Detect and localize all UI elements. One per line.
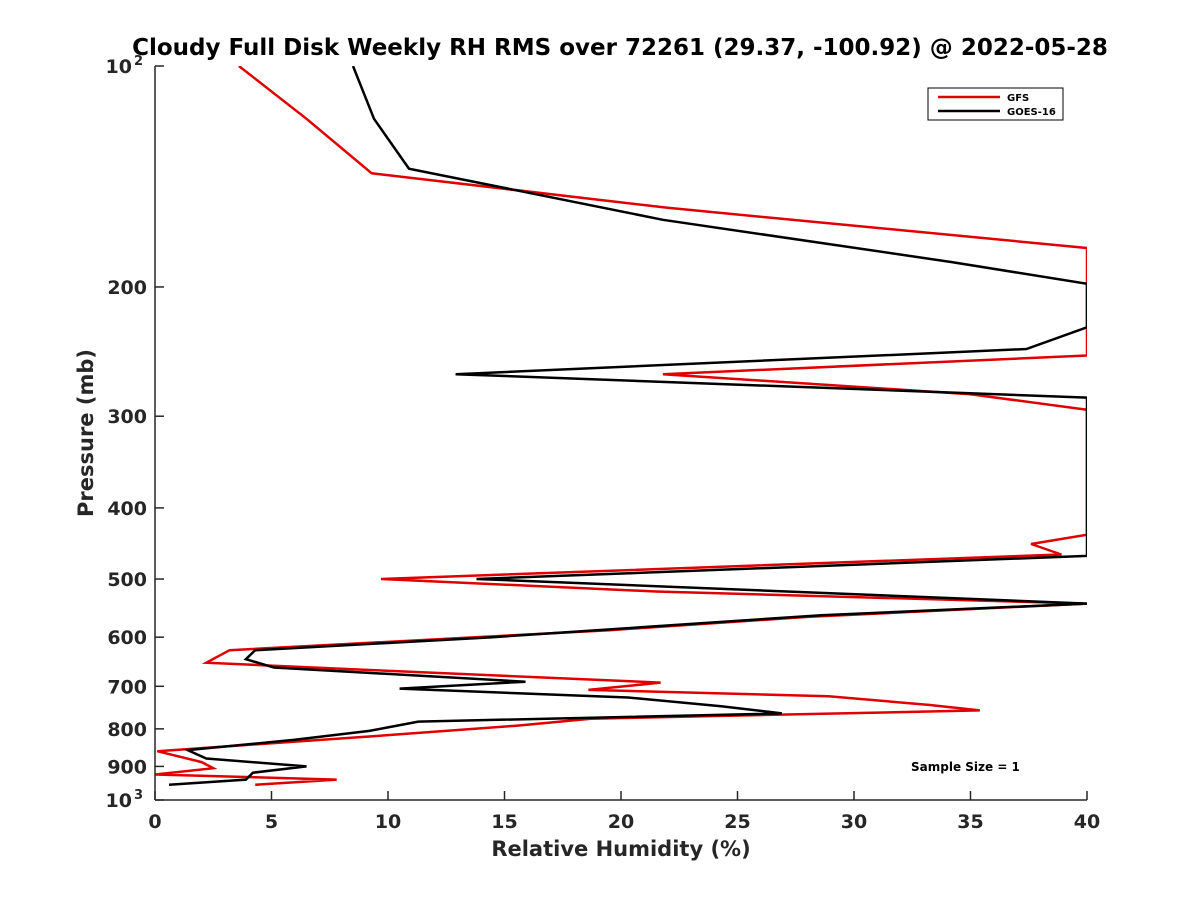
y-tick-exponent: 2 bbox=[134, 54, 143, 69]
x-tick-label: 10 bbox=[375, 811, 401, 833]
x-tick-label: 20 bbox=[608, 811, 634, 833]
legend-label-goes16: GOES-16 bbox=[1007, 107, 1056, 118]
y-tick-label: 900 bbox=[107, 756, 147, 778]
sample-size-annotation: Sample Size = 1 bbox=[911, 760, 1020, 774]
y-tick-label: 10 bbox=[106, 56, 132, 78]
y-tick-label: 500 bbox=[107, 569, 147, 591]
x-axis-label: Relative Humidity (%) bbox=[491, 837, 750, 861]
y-tick-exponent: 3 bbox=[134, 788, 143, 803]
y-tick-label: 10 bbox=[106, 790, 132, 812]
legend-box bbox=[927, 87, 1064, 121]
legend-label-gfs: GFS bbox=[1007, 93, 1029, 104]
y-tick-label: 600 bbox=[107, 627, 147, 649]
legend: GFS GOES-16 bbox=[927, 87, 1064, 121]
y-tick-label: 700 bbox=[107, 676, 147, 698]
y-tick-label: 400 bbox=[107, 498, 147, 520]
series-line-goes16 bbox=[168, 66, 1087, 786]
x-tick-label: 25 bbox=[724, 811, 750, 833]
x-tick-label: 40 bbox=[1074, 811, 1100, 833]
x-tick-label: 5 bbox=[265, 811, 278, 833]
series-layer bbox=[155, 66, 1087, 786]
x-tick-label: 35 bbox=[957, 811, 983, 833]
x-tick-label: 0 bbox=[148, 811, 161, 833]
y-axis-label: Pressure (mb) bbox=[74, 349, 98, 517]
y-tick-label: 300 bbox=[107, 406, 147, 428]
x-tick-label: 15 bbox=[491, 811, 517, 833]
y-tick-label: 800 bbox=[107, 719, 147, 741]
x-tick-label: 30 bbox=[841, 811, 867, 833]
chart-title: Cloudy Full Disk Weekly RH RMS over 7226… bbox=[132, 35, 1108, 61]
y-tick-label: 200 bbox=[107, 277, 147, 299]
